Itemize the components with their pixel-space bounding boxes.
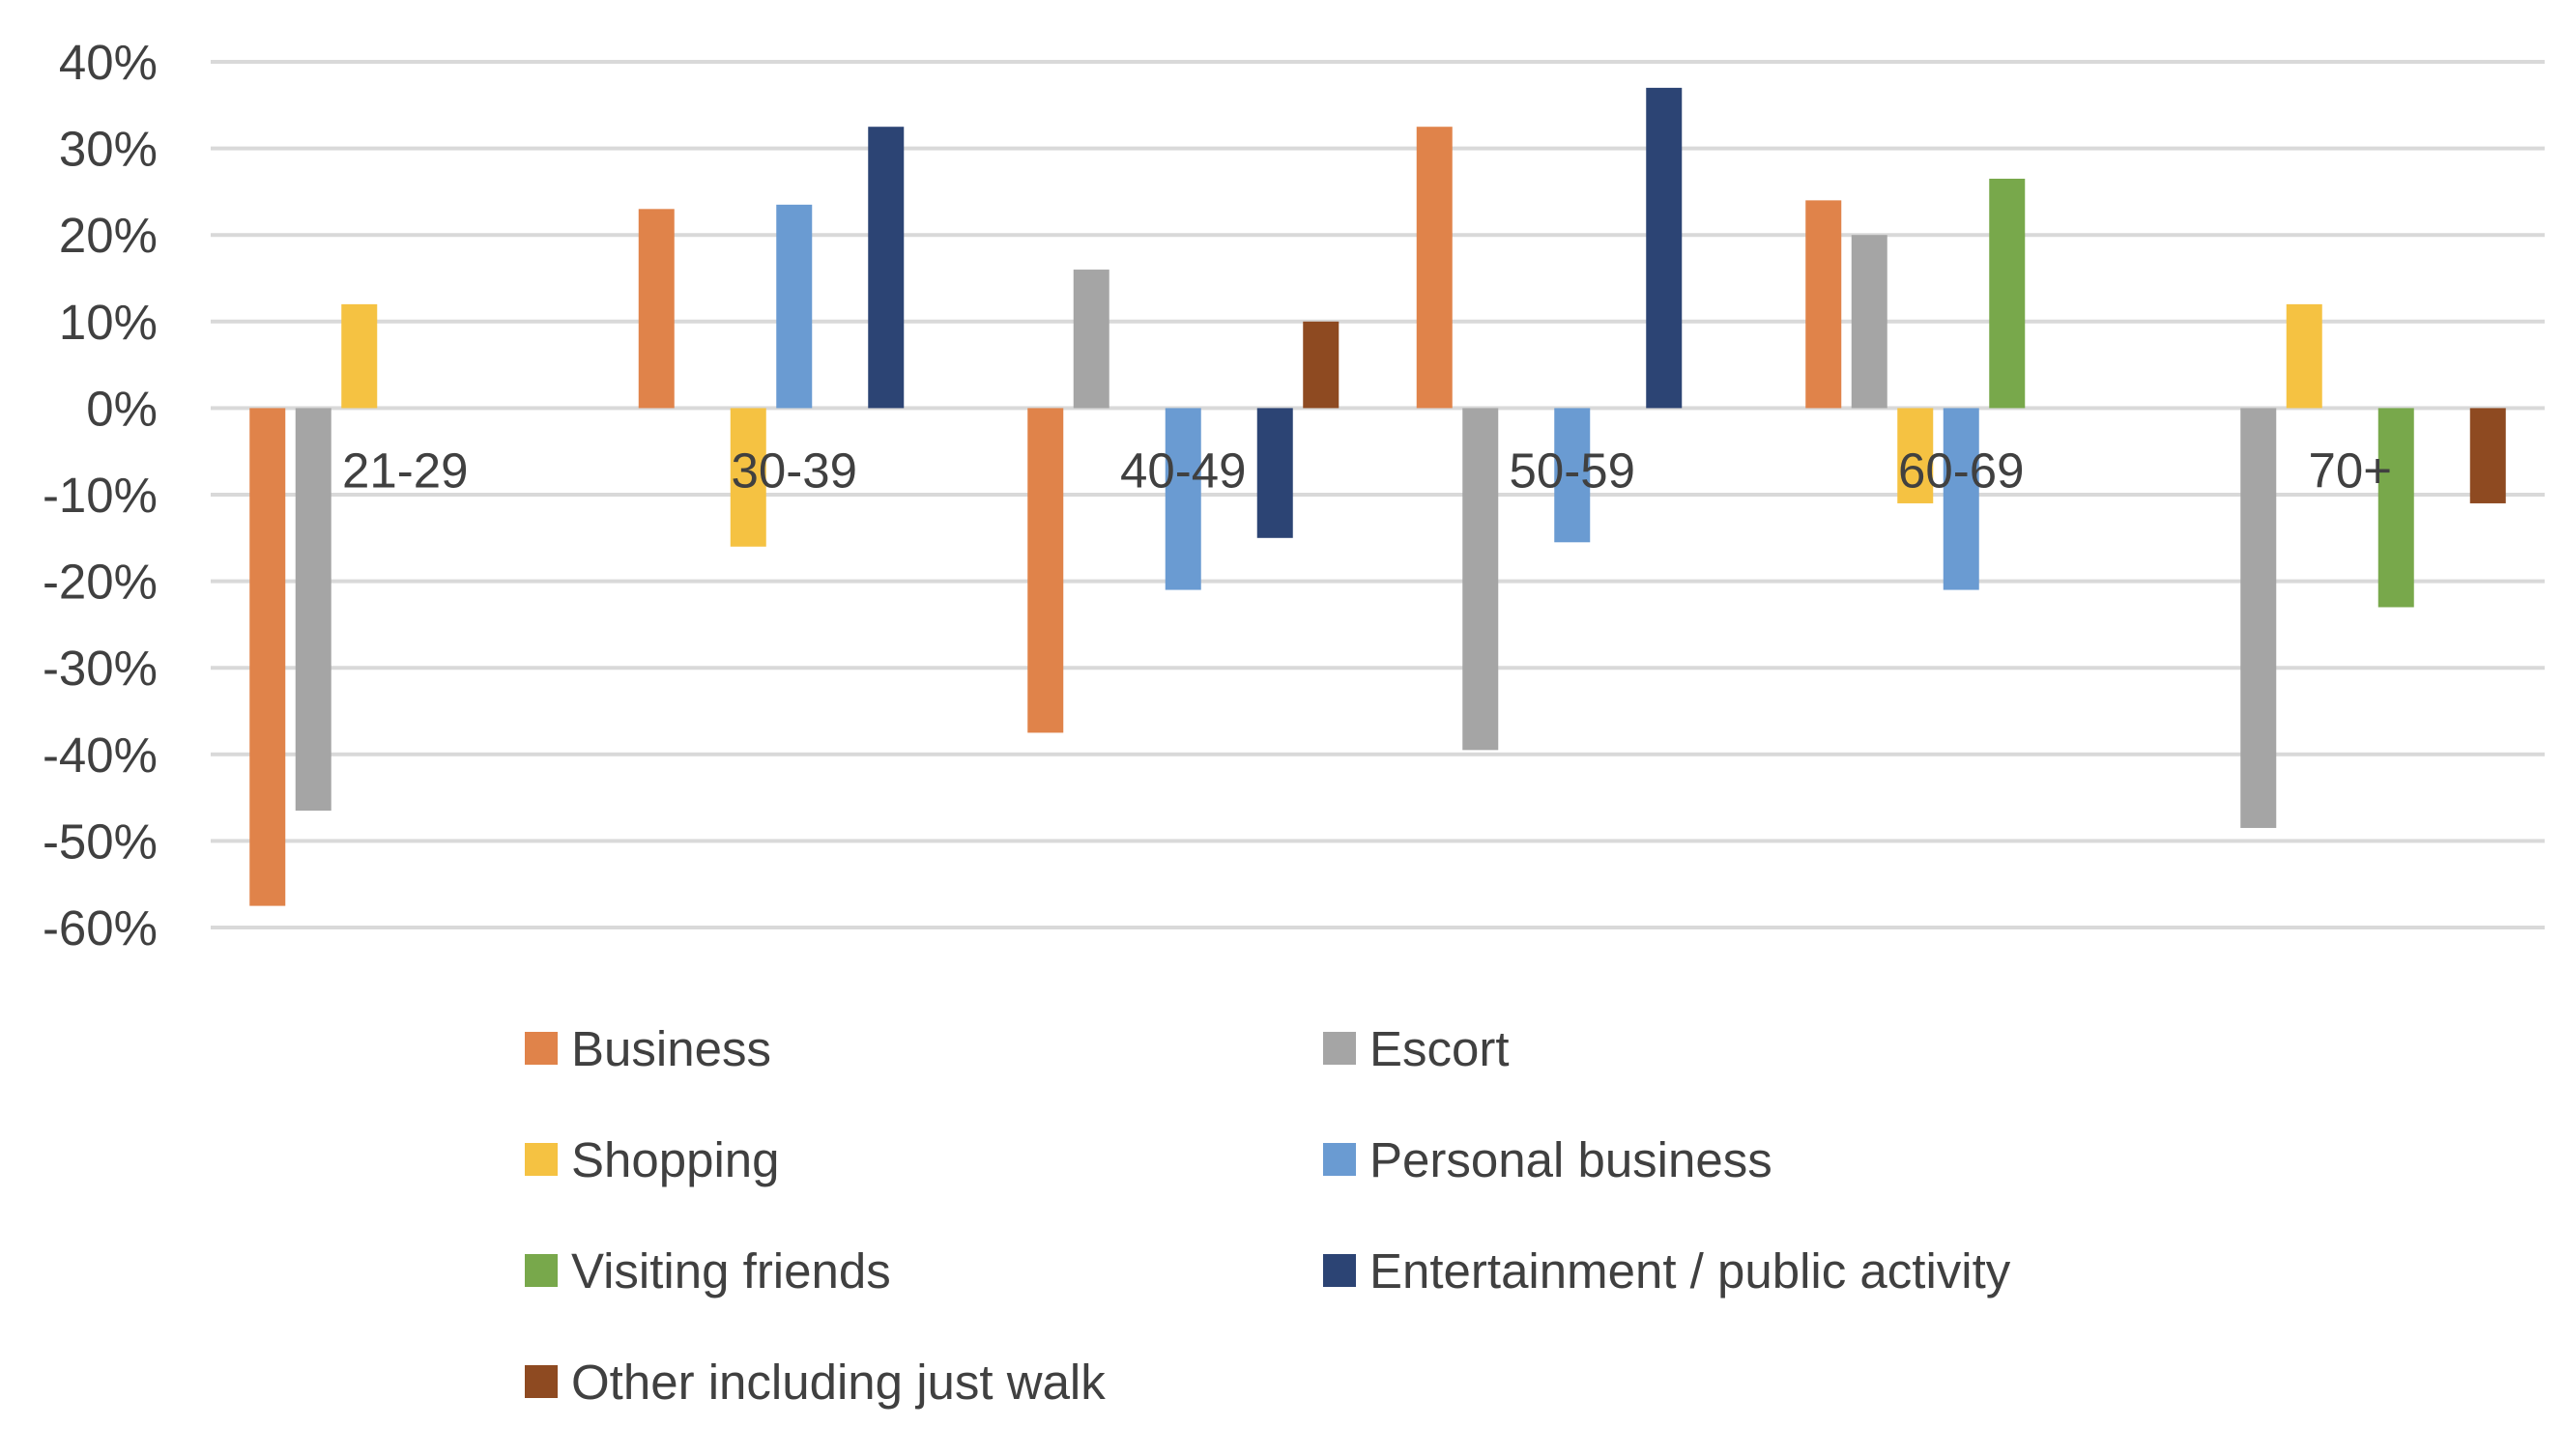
y-tick-label: -20% xyxy=(43,555,158,610)
legend-item: Entertainment / public activity xyxy=(1323,1237,2010,1304)
category-label: 30-39 xyxy=(732,443,857,498)
legend-item: Other including just walk xyxy=(525,1348,1106,1415)
legend-label: Entertainment / public activity xyxy=(1369,1242,2011,1299)
category-label: 70+ xyxy=(2308,443,2392,498)
bar xyxy=(1027,408,1064,733)
legend-swatch xyxy=(1323,1143,1356,1176)
bar xyxy=(1165,408,1201,590)
y-tick-label: 0% xyxy=(86,381,158,436)
legend-label: Other including just walk xyxy=(571,1354,1106,1410)
legend-label: Escort xyxy=(1369,1020,1510,1076)
category-labels: 21-29 30-39 40-49 50-59 60-69 70+ xyxy=(342,443,2392,498)
gridlines xyxy=(211,60,2545,929)
bar xyxy=(1303,321,1340,409)
y-tick-label: 30% xyxy=(59,122,158,177)
category-label: 60-69 xyxy=(1898,443,2024,498)
legend-item: Shopping xyxy=(525,1126,780,1193)
legend-label: Visiting friends xyxy=(571,1242,891,1299)
bar xyxy=(249,408,286,906)
y-tick-label: 40% xyxy=(59,35,158,90)
bar xyxy=(341,303,378,409)
bar xyxy=(1897,408,1934,503)
bars xyxy=(249,87,2506,906)
y-tick-label: -50% xyxy=(43,814,158,869)
legend-item: Visiting friends xyxy=(525,1237,891,1304)
legend-item: Escort xyxy=(1323,1014,1510,1082)
y-tick-label: -40% xyxy=(43,728,158,783)
y-tick-label: 20% xyxy=(59,208,158,263)
bar xyxy=(776,204,813,409)
legend-swatch xyxy=(525,1032,558,1065)
legend-label: Shopping xyxy=(571,1131,780,1187)
y-axis-tick-labels: 40% 30% 20% 10% 0% -10% -20% -30% -40% -50% -60% xyxy=(43,35,158,956)
bar xyxy=(1256,408,1293,538)
legend-swatch xyxy=(1323,1254,1356,1287)
bar xyxy=(2377,408,2414,608)
bar xyxy=(2286,303,2322,409)
bar xyxy=(1943,408,1979,590)
bar xyxy=(295,408,331,812)
bar xyxy=(1805,200,1842,409)
bar xyxy=(1851,235,1887,409)
bar xyxy=(1646,87,1683,409)
bar-chart: 40% 30% 20% 10% 0% -10% -20% -30% -40% -50% -60% 2… xyxy=(43,35,2545,956)
bar xyxy=(1416,127,1453,409)
legend-label: Personal business xyxy=(1369,1131,1772,1187)
legend-swatch xyxy=(525,1143,558,1176)
legend-swatch xyxy=(1323,1032,1356,1065)
bar xyxy=(730,408,766,547)
category-label: 21-29 xyxy=(342,443,468,498)
y-tick-label: -30% xyxy=(43,641,158,696)
bar xyxy=(1073,270,1109,409)
y-tick-label: -60% xyxy=(43,900,158,956)
legend-swatch xyxy=(525,1254,558,1287)
category-label: 50-59 xyxy=(1510,443,1635,498)
y-tick-label: 10% xyxy=(59,295,158,350)
bar xyxy=(1989,178,2026,409)
y-tick-label: -10% xyxy=(43,468,158,523)
bar xyxy=(1462,408,1499,751)
legend-label: Business xyxy=(571,1020,771,1076)
bar xyxy=(868,127,905,409)
legend-item: Personal business xyxy=(1323,1126,1772,1193)
category-label: 40-49 xyxy=(1120,443,1246,498)
legend-item: Business xyxy=(525,1014,771,1082)
bar xyxy=(1554,408,1591,543)
bar xyxy=(638,209,675,409)
bar xyxy=(2240,408,2277,828)
legend: Business Escort Shopping Personal business V… xyxy=(525,1014,2361,1440)
legend-swatch xyxy=(525,1365,558,1398)
bar xyxy=(2469,408,2506,503)
